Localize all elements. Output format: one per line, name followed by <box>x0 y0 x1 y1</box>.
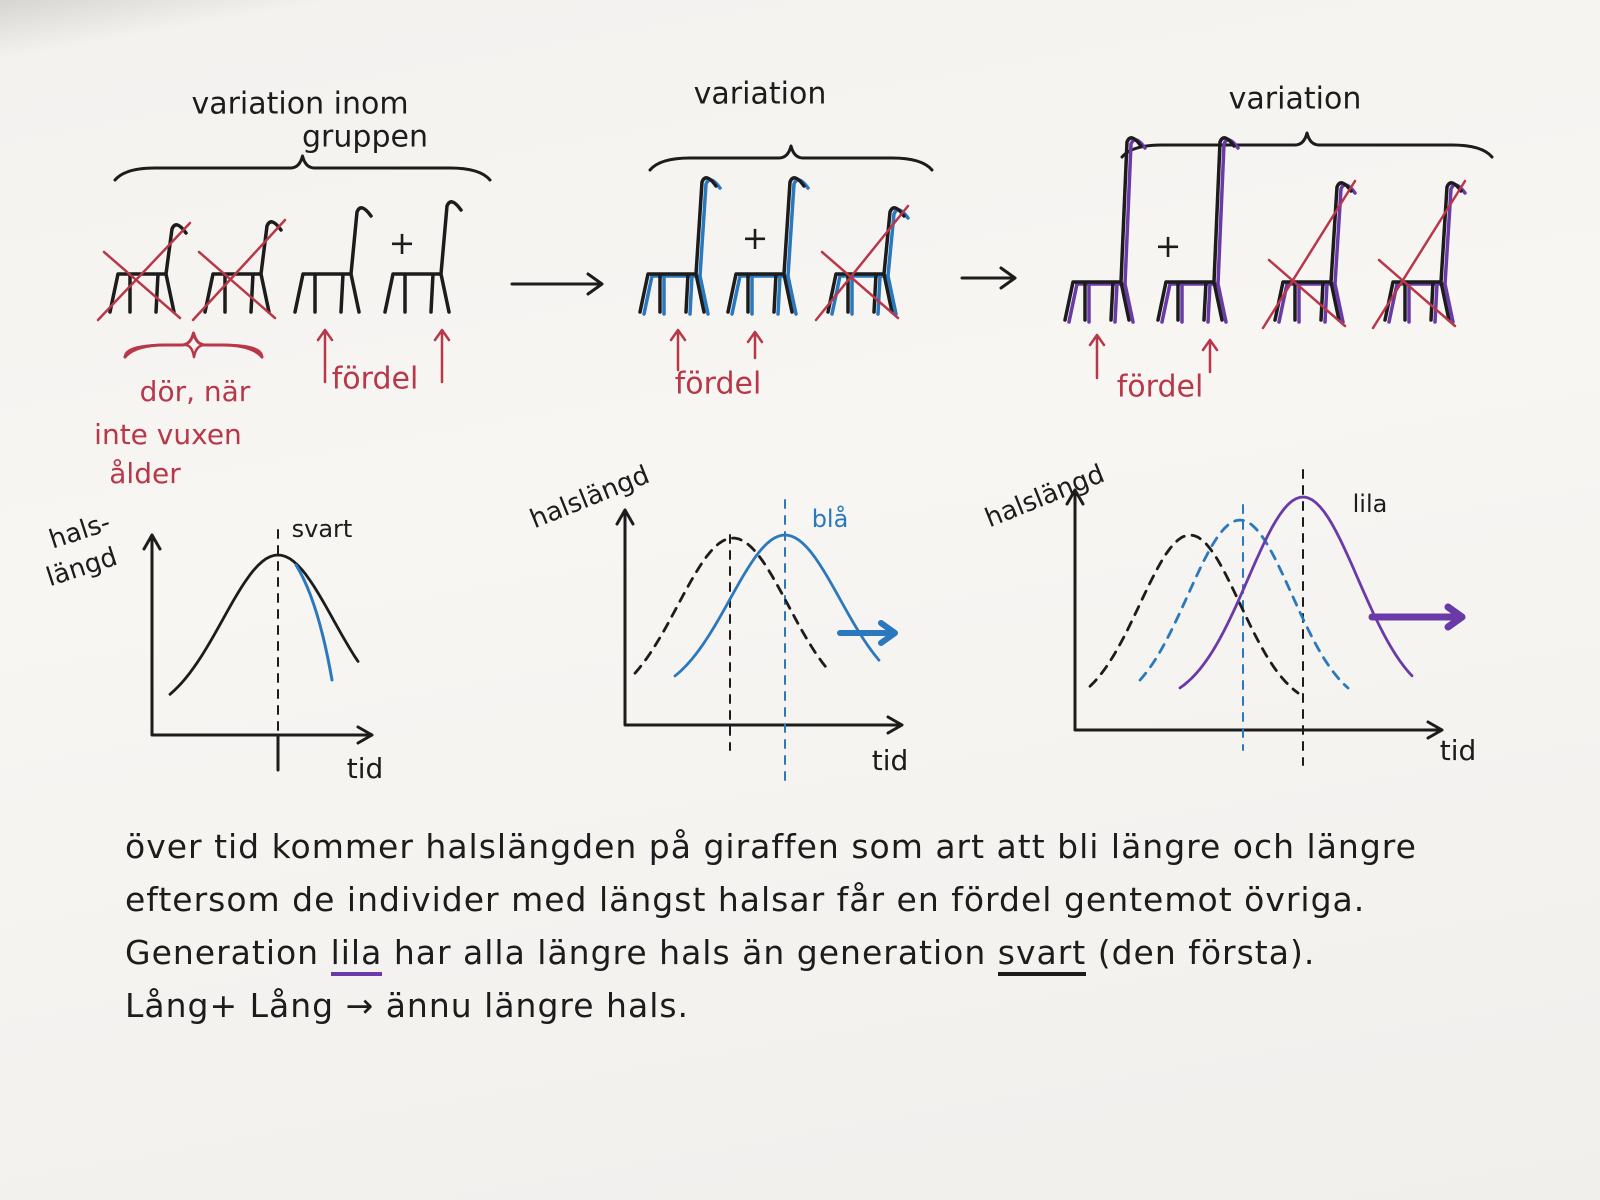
ink <box>1120 131 1494 159</box>
y-axis-label: halslängd <box>526 460 654 535</box>
ink <box>1377 258 1457 328</box>
ink <box>197 250 277 320</box>
ink <box>293 206 373 314</box>
text-line: eftersom de individer med längst halsar … <box>125 873 1565 926</box>
ink <box>633 536 829 675</box>
ink <box>1088 333 1106 380</box>
advantage-label: fördel <box>332 362 419 397</box>
ink <box>316 328 334 384</box>
curve-label: lila <box>1353 490 1388 518</box>
ink <box>1063 136 1143 322</box>
ink <box>1383 181 1463 322</box>
ink <box>615 508 904 735</box>
ink <box>638 176 718 314</box>
text-segment: har alla längre hals än generation <box>382 933 998 972</box>
ink <box>1178 495 1414 690</box>
advantage-label: fördel <box>675 367 762 402</box>
ink <box>1371 179 1467 330</box>
ink <box>1368 603 1466 631</box>
plus-sign: + <box>389 224 416 262</box>
ink <box>642 178 722 316</box>
ink <box>191 218 287 322</box>
ink <box>746 330 764 360</box>
ink <box>730 178 810 316</box>
y-axis-label: halslängd <box>981 459 1109 534</box>
ink <box>1138 518 1350 690</box>
death-note: inte vuxen <box>94 418 242 451</box>
ink <box>102 250 182 320</box>
curve-label: svart <box>292 515 353 543</box>
ink <box>814 204 910 322</box>
x-axis-label: tid <box>1440 734 1477 767</box>
ink <box>1156 136 1236 322</box>
text-segment: lila <box>330 933 383 976</box>
ink <box>820 250 900 320</box>
ink <box>1201 338 1219 374</box>
ink <box>726 176 806 314</box>
explanation: över tid kommer halslängden på giraffen … <box>125 820 1565 1032</box>
ink <box>830 208 910 316</box>
ink <box>669 328 687 372</box>
plus-sign: + <box>742 219 769 257</box>
text-line: Lång+ Lång → ännu längre hals. <box>125 979 1565 1032</box>
ink <box>113 154 492 182</box>
curve-label: blå <box>812 504 849 533</box>
text-line: över tid kommer halslängden på giraffen … <box>125 820 1565 873</box>
stage-heading: variation <box>694 77 827 112</box>
text-segment: svart <box>997 933 1087 976</box>
advantage-label: fördel <box>1117 370 1204 405</box>
ink <box>673 533 881 678</box>
ink <box>1277 183 1357 324</box>
ink <box>1273 181 1353 322</box>
ink <box>168 553 360 696</box>
ink <box>96 221 192 322</box>
ink <box>142 533 374 745</box>
text-segment: Generation <box>125 933 331 972</box>
ink <box>1067 138 1147 324</box>
stage-heading: variation <box>1229 82 1362 117</box>
stage-heading: gruppen <box>302 120 428 155</box>
plus-sign: + <box>1155 227 1182 265</box>
ink <box>294 563 334 682</box>
ink <box>510 272 604 296</box>
death-note: dör, när <box>140 375 251 408</box>
text-segment: (den första). <box>1086 933 1316 972</box>
text-segment: över tid kommer halslängden på giraffen … <box>125 827 1417 866</box>
ink <box>1387 183 1467 324</box>
stage-heading: variation inom <box>191 87 408 122</box>
text-segment: Lång+ Lång → ännu längre hals. <box>125 986 690 1025</box>
ink <box>1065 488 1444 740</box>
ink <box>1267 258 1347 328</box>
x-axis-label: tid <box>347 752 384 785</box>
ink <box>837 620 898 646</box>
ink <box>648 144 934 172</box>
ink <box>1160 138 1240 324</box>
ink <box>433 328 451 384</box>
ink <box>383 200 463 314</box>
text-segment: eftersom de individer med längst halsar … <box>125 880 1366 919</box>
ink <box>123 343 264 359</box>
death-note: ålder <box>109 457 181 490</box>
ink <box>1088 533 1300 695</box>
ink <box>1261 179 1357 330</box>
text-line: Generation lila har alla längre hals än … <box>125 926 1565 979</box>
ink <box>960 266 1017 290</box>
x-axis-label: tid <box>872 744 909 777</box>
ink <box>826 206 906 314</box>
